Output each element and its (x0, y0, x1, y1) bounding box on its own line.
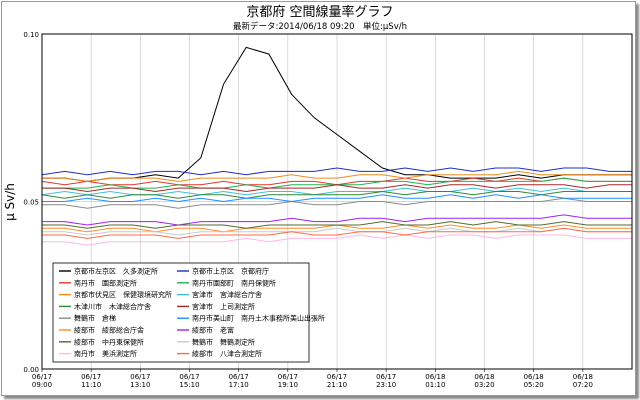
x-tick-time: 07:20 (573, 381, 593, 389)
legend-label: 綾部市 老富 (192, 326, 234, 335)
x-tick-time: 13:10 (130, 381, 150, 389)
x-tick-date: 06/18 (474, 373, 494, 381)
series-line (42, 184, 632, 193)
y-tick-label: 0.10 (23, 31, 39, 39)
legend-label: 舞鶴市 倉梯 (74, 314, 116, 323)
legend-label: 南丹市園部町 南丹保健所 (192, 278, 276, 287)
y-axis-label: μ Sv/h (3, 183, 17, 221)
x-tick-time: 05:20 (524, 381, 544, 389)
legend-label: 南丹市 美浜測定所 (74, 349, 137, 358)
legend-box (52, 262, 310, 363)
x-tick-date: 06/17 (376, 373, 396, 381)
x-tick-date: 06/17 (130, 373, 150, 381)
x-tick-time: 15:10 (179, 381, 199, 389)
legend-label: 木津川市 木津総合庁舎 (74, 302, 151, 311)
series-line (41, 167, 632, 176)
series-line (42, 197, 632, 209)
legend-label: 京都市左京区 久多測定所 (74, 267, 158, 276)
x-tick-time: 01:10 (425, 381, 445, 389)
axis-ticks: 0.000.050.1006/1709:0006/1711:1006/1713:… (23, 31, 593, 389)
series-line (42, 170, 632, 182)
series-line (41, 190, 632, 199)
legend-label: 京都市伏見区 保健環境研究所 (74, 290, 172, 299)
x-tick-time: 21:10 (327, 381, 347, 389)
x-tick-time: 19:10 (278, 381, 298, 389)
series-line (42, 227, 632, 239)
y-tick-label: 0.00 (23, 366, 39, 374)
legend-label: 京都市上京区 京都府庁 (192, 267, 269, 276)
x-tick-time: 03:20 (474, 381, 494, 389)
x-tick-date: 06/17 (179, 373, 199, 381)
series-line (42, 214, 632, 226)
x-tick-time: 09:00 (32, 381, 52, 389)
series-line (42, 234, 632, 246)
legend-label: 綾部市 綾部総合庁舎 (74, 326, 144, 335)
x-tick-date: 06/17 (229, 373, 249, 381)
legend-label: 綾部市 中丹東保健所 (74, 337, 144, 346)
x-tick-time: 23:10 (376, 381, 396, 389)
series-line (42, 221, 632, 229)
series-line (42, 194, 632, 203)
legend-label: 宮津市 上司測定所 (192, 302, 255, 311)
legend-label: 南丹市 園部測定所 (74, 278, 137, 287)
series-lines (41, 46, 632, 246)
series-line (42, 227, 632, 236)
legend-label: 舞鶴市 舞鶴測定所 (192, 337, 255, 346)
legend-label: 宮津市 宮津総合庁舎 (192, 290, 262, 299)
x-tick-date: 06/17 (32, 373, 52, 381)
x-tick-time: 17:10 (229, 381, 249, 389)
x-tick-date: 06/18 (425, 373, 445, 381)
chart-subtitle: 最新データ:2014/06/18 09:20 単位:μSv/h (233, 21, 407, 32)
x-tick-date: 06/17 (278, 373, 298, 381)
x-tick-time: 11:10 (81, 381, 101, 389)
x-tick-date: 06/17 (327, 373, 347, 381)
chart-title: 京都府 空間線量率グラフ (246, 4, 393, 20)
legend-label: 南丹市美山町 南丹土木事務所美山出張所 (192, 314, 325, 323)
legend-label: 綾部市 八津合測定所 (192, 349, 262, 358)
x-tick-date: 06/18 (573, 373, 593, 381)
x-tick-date: 06/18 (524, 373, 544, 381)
series-line (42, 46, 632, 182)
y-tick-label: 0.05 (23, 199, 39, 207)
x-tick-date: 06/17 (81, 373, 101, 381)
